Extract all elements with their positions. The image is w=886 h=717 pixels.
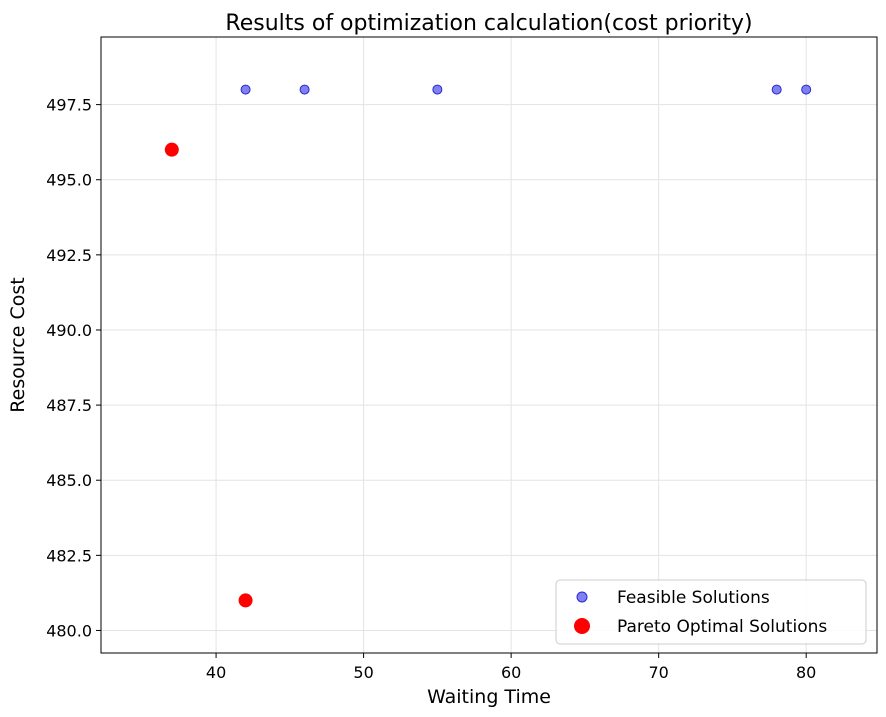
y-tick-label: 487.5 xyxy=(46,396,92,415)
chart-title: Results of optimization calculation(cost… xyxy=(225,11,752,36)
x-axis-title: Waiting Time xyxy=(427,686,551,708)
x-tick-label: 80 xyxy=(796,663,816,682)
legend-label-feasible: Feasible Solutions xyxy=(617,588,770,608)
y-axis-title: Resource Cost xyxy=(7,277,29,412)
feasible-point xyxy=(432,84,443,95)
plot-frame xyxy=(100,36,878,654)
legend: Feasible Solutions Pareto Optimal Soluti… xyxy=(555,579,867,645)
y-tick-label: 497.5 xyxy=(46,96,92,115)
grid xyxy=(101,37,877,653)
x-tick-label: 70 xyxy=(648,663,668,682)
y-tick-label: 485.0 xyxy=(46,471,92,490)
legend-box xyxy=(555,579,867,645)
legend-label-pareto: Pareto Optimal Solutions xyxy=(617,617,827,637)
pareto-point xyxy=(238,593,253,608)
x-tick-label: 40 xyxy=(206,663,226,682)
x-tick-label: 60 xyxy=(501,663,521,682)
y-tick-label: 495.0 xyxy=(46,171,92,190)
y-tick-label: 482.5 xyxy=(46,546,92,565)
data-points xyxy=(164,84,812,608)
feasible-point xyxy=(240,84,251,95)
axis-ticks: 40 50 60 70 80 480.0 482.5 485.0 487.5 490.0 492.5… xyxy=(46,96,816,682)
feasible-point xyxy=(801,84,812,95)
legend-marker-pareto xyxy=(574,618,590,634)
feasible-point xyxy=(299,84,310,95)
pareto-point xyxy=(164,142,179,157)
y-tick-label: 490.0 xyxy=(46,321,92,340)
x-tick-label: 50 xyxy=(353,663,373,682)
y-tick-label: 492.5 xyxy=(46,246,92,265)
legend-marker-feasible xyxy=(576,591,588,603)
feasible-point xyxy=(771,84,782,95)
y-tick-label: 480.0 xyxy=(46,621,92,640)
